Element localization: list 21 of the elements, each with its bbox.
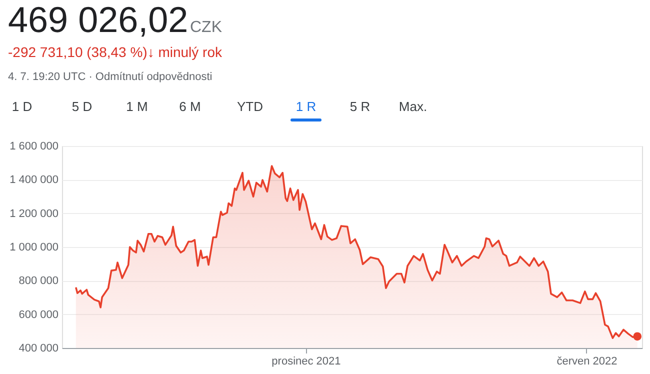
text: 1 R [296, 99, 316, 114]
y-tick-label: 1 600 000 [10, 140, 58, 152]
y-tick-label: 1 400 000 [10, 174, 58, 186]
text: YTD [237, 99, 263, 114]
chart-title: 469 026,02 [8, 0, 188, 40]
text: 5 R [350, 99, 370, 114]
text: 4. 7. 19:20 UTC · Odmítnutí odpovědnosti [8, 71, 212, 83]
y-tick-label: 1 000 000 [10, 242, 58, 254]
text: 6 M [179, 99, 201, 114]
text: 1 M [126, 99, 148, 114]
y-tick-label: 600 000 [18, 308, 58, 321]
y-tick-label: 1 200 000 [10, 208, 58, 220]
y-tick-label: 800 000 [18, 275, 58, 288]
text: 5 D [72, 99, 92, 114]
y-tick-label: 400 000 [18, 342, 58, 354]
text: Max. [398, 99, 428, 114]
x-tick-label: prosinec 2021 [272, 356, 341, 368]
chart-subtitle: -292 731,10 (38,43 %)↓ minulý rok [8, 44, 223, 60]
text: 1 D [12, 99, 32, 114]
x-tick-label: červen 2022 [556, 356, 618, 368]
text: CZK [190, 19, 222, 36]
